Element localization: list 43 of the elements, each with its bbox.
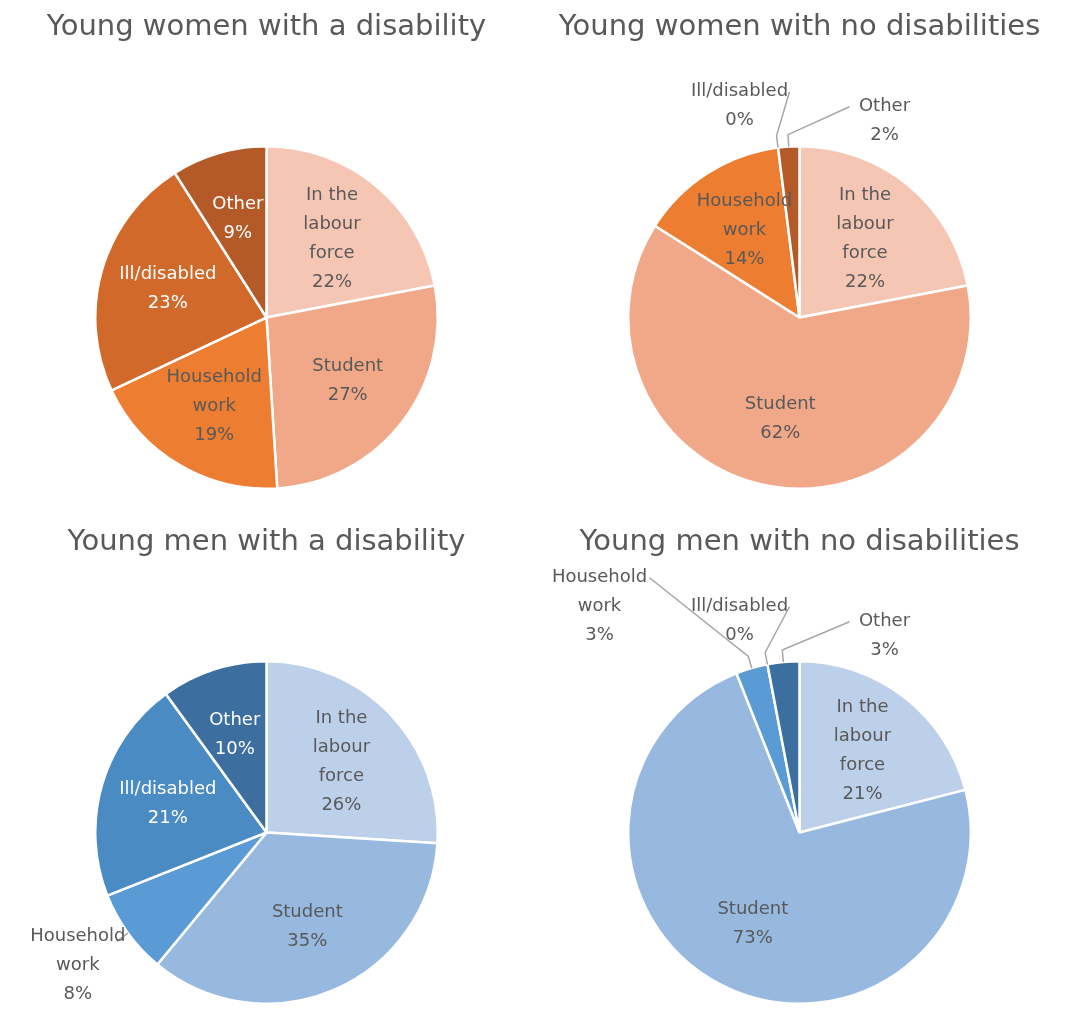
data-label: 8% — [63, 982, 93, 1004]
text: 0% — [725, 623, 754, 645]
data-label: 10% — [214, 736, 255, 758]
data-label: 23% — [147, 291, 188, 313]
text: 0% — [725, 108, 754, 130]
data-label: 22% — [844, 269, 885, 291]
category-label: Ill/disabled — [690, 79, 789, 101]
slice-label: Student — [717, 897, 789, 919]
data-label: 35% — [287, 928, 328, 950]
data-label: 14% — [724, 247, 765, 269]
slice-label: In the labour force — [836, 182, 895, 262]
slice-label: Other — [212, 192, 264, 213]
slice-label: In the labour force — [303, 182, 362, 262]
slice-label: Household work — [551, 565, 648, 616]
data-label: 2% — [870, 123, 899, 145]
data-label: 9% — [223, 221, 253, 242]
slice-label: Household work — [166, 364, 262, 415]
slice-label: In the labour force — [312, 706, 371, 786]
data-label: 26% — [321, 793, 362, 815]
chart-title: Young men with no disabilities — [578, 522, 1021, 559]
data-label: 73% — [732, 926, 773, 948]
data-label: 27% — [327, 382, 368, 404]
slice-label: In the labour force — [833, 695, 892, 775]
data-label: 3% — [585, 623, 614, 645]
data-label: 22% — [311, 269, 352, 291]
chart-title: Young women with a disability — [45, 7, 488, 44]
slice-label: Other — [858, 94, 911, 116]
slice-label: Other — [209, 707, 261, 729]
slice-label: Other — [858, 609, 911, 631]
category-label: Ill/disabled — [690, 594, 789, 616]
chart-title: Young men with a disability — [66, 522, 467, 559]
slice-label: Student — [312, 353, 384, 375]
data-label: 19% — [194, 422, 235, 444]
data-label: 21% — [147, 806, 188, 828]
slice-label: Household work — [30, 924, 126, 975]
slice-label: Ill/disabled — [119, 262, 217, 284]
chart-title: Young women with no disabilities — [557, 7, 1042, 44]
data-label: 21% — [842, 782, 883, 804]
slice-label: Ill/disabled — [119, 777, 217, 799]
slice-label: Student — [271, 899, 343, 921]
data-label: 3% — [870, 638, 899, 660]
data-label: 62% — [760, 420, 801, 442]
slice-label: Student — [744, 391, 816, 413]
